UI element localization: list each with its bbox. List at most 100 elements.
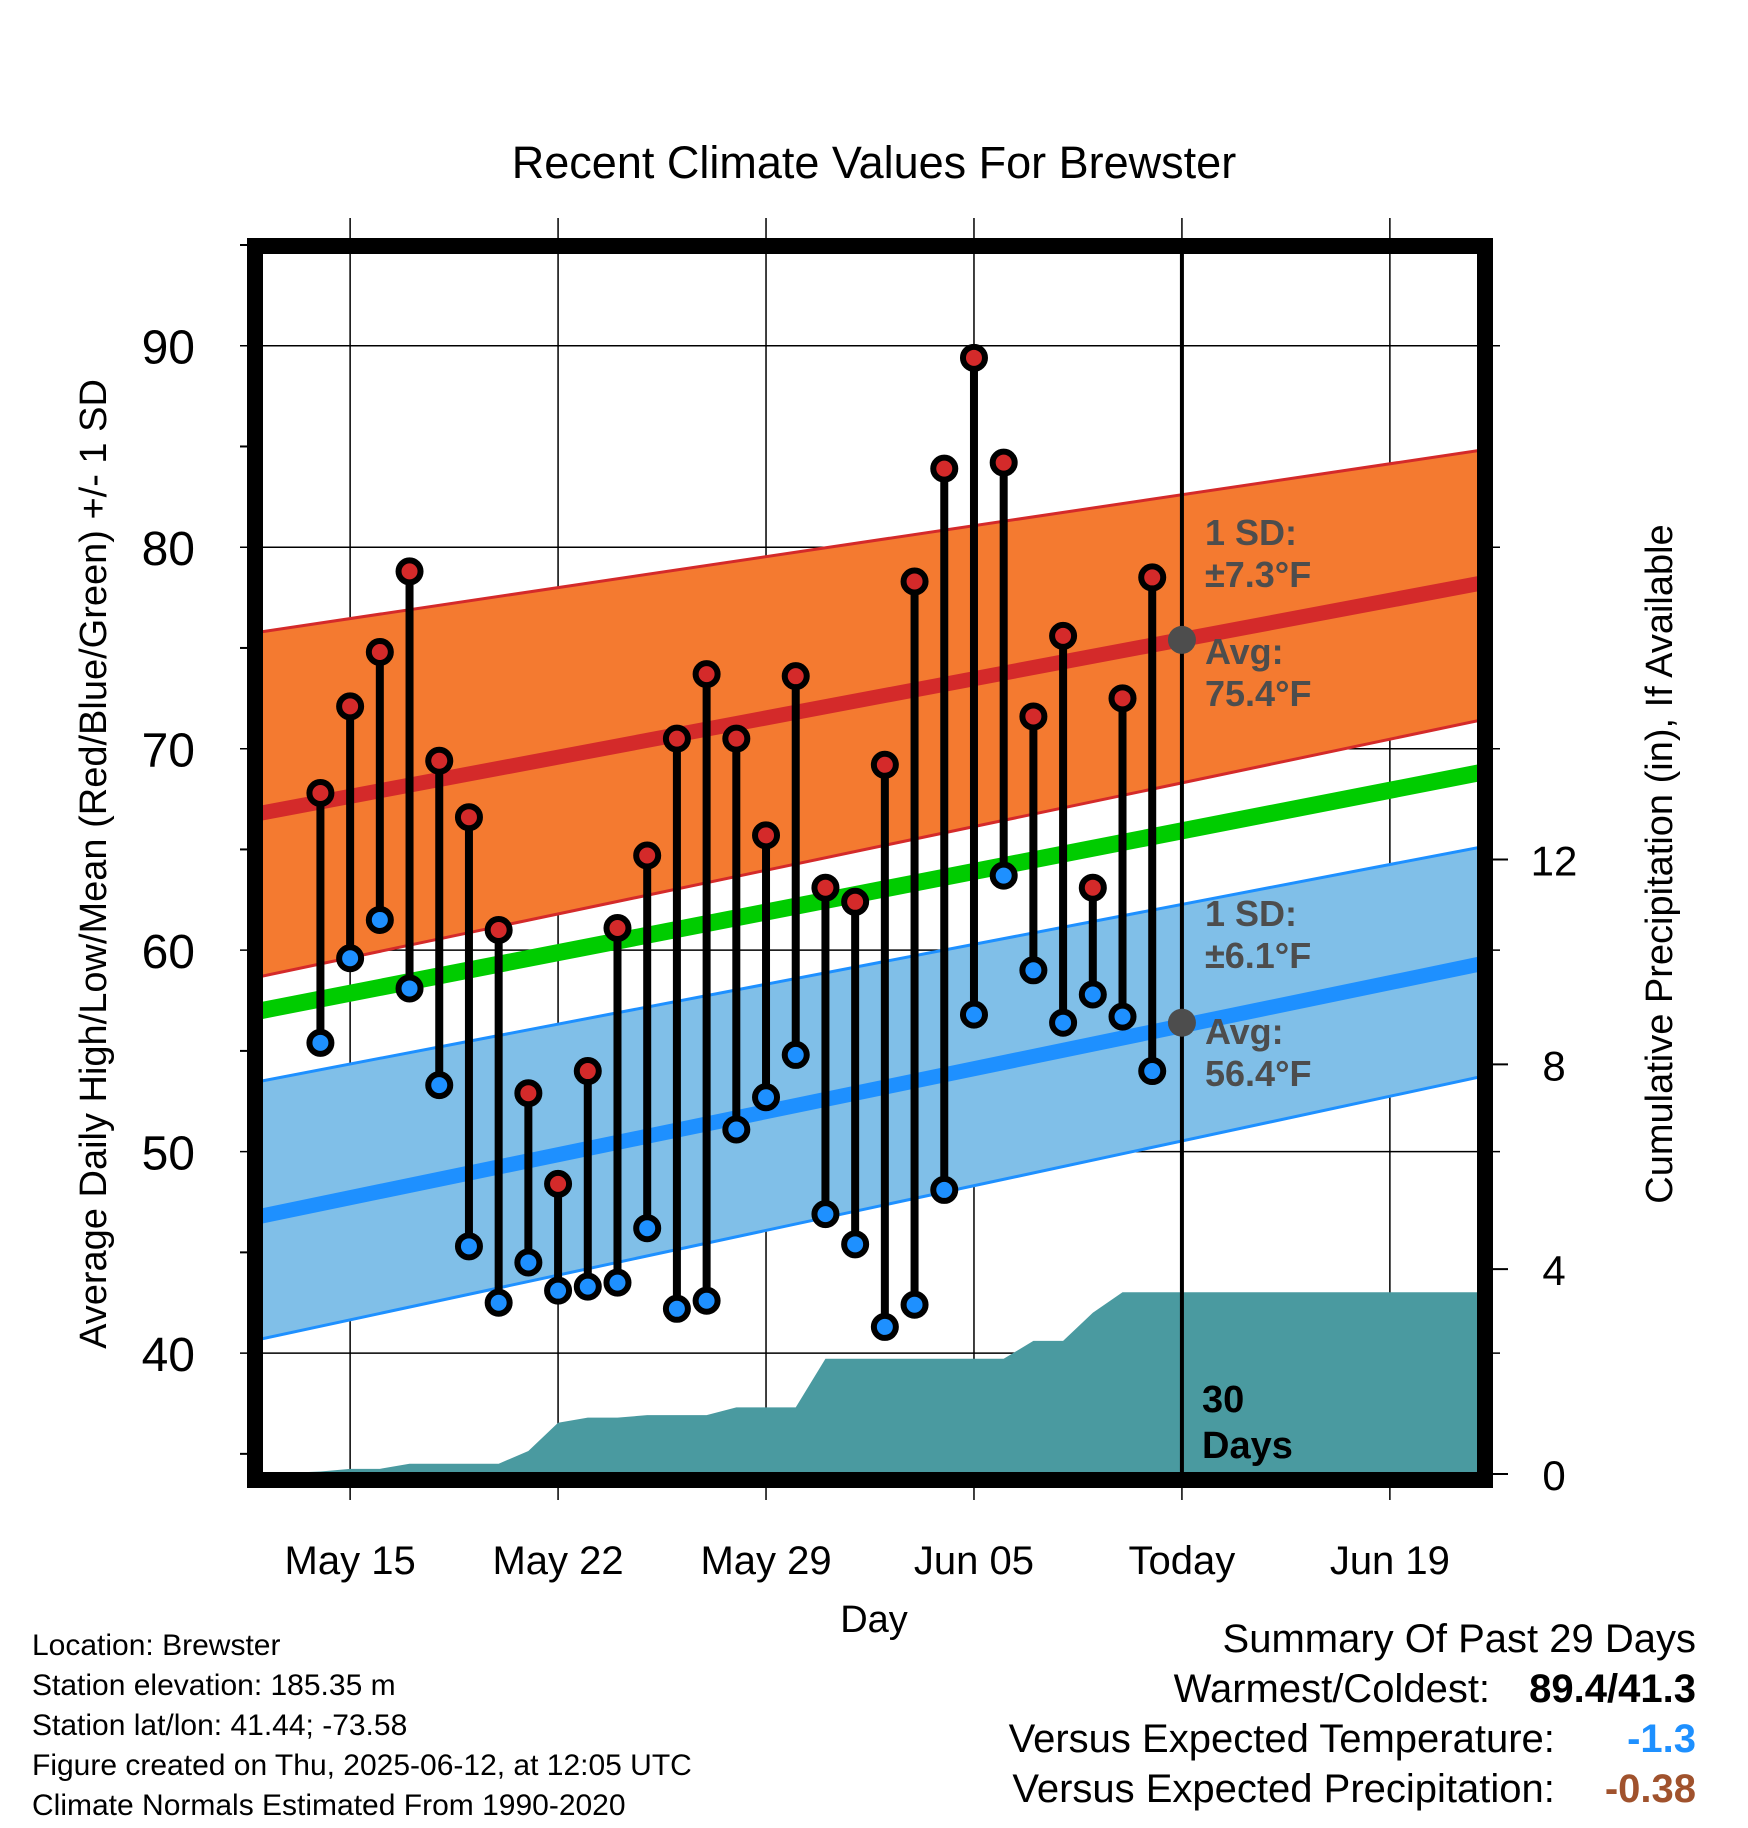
x-axis-label: Day xyxy=(840,1599,908,1641)
window-label: 30 xyxy=(1202,1379,1244,1421)
daily-low-point xyxy=(781,1040,810,1069)
daily-low-point xyxy=(425,1071,454,1100)
daily-low-point xyxy=(454,1232,483,1261)
precip-value: -0.38 xyxy=(1604,1767,1696,1811)
daily-low-point xyxy=(514,1248,543,1277)
daily-high-point xyxy=(752,821,781,850)
daily-low-point xyxy=(336,944,365,973)
daily-high-point xyxy=(811,873,840,902)
daily-high-point xyxy=(989,448,1018,477)
daily-high-point xyxy=(959,343,988,372)
daily-low-point xyxy=(544,1276,573,1305)
info-latlon: Station lat/lon: 41.44; -73.58 xyxy=(32,1709,408,1742)
daily-low-point xyxy=(633,1214,662,1243)
x-tick-label: Jun 19 xyxy=(1330,1539,1450,1583)
daily-high-point xyxy=(306,779,335,808)
info-location: Location: Brewster xyxy=(32,1629,281,1662)
low-sd-annotation: ±6.1°F xyxy=(1205,935,1311,976)
y-tick-label: 90 xyxy=(142,322,195,375)
y2-tick-label: 0 xyxy=(1542,1452,1565,1499)
daily-low-point xyxy=(841,1230,870,1259)
daily-low-point xyxy=(573,1272,602,1301)
daily-high-point xyxy=(484,916,513,945)
daily-high-point xyxy=(781,662,810,691)
daily-low-point xyxy=(930,1175,959,1204)
y-tick-label: 40 xyxy=(142,1329,195,1382)
low-avg-annotation: 56.4°F xyxy=(1205,1053,1311,1094)
mean-avg-line xyxy=(261,764,1479,1019)
summary-panel: Summary Of Past 29 Days Warmest/Coldest:… xyxy=(1009,1614,1696,1814)
daily-low-point xyxy=(900,1290,929,1319)
daily-low-point xyxy=(1078,980,1107,1009)
daily-low-point xyxy=(484,1288,513,1317)
daily-high-point xyxy=(900,567,929,596)
high-sd-upper-line xyxy=(261,449,1479,634)
daily-low-point xyxy=(1138,1057,1167,1086)
y2-axis-label: Cumulative Precipitation (in), If Availa… xyxy=(1639,524,1681,1203)
temp-label: Versus Expected Temperature: xyxy=(1008,1717,1555,1761)
info-normals: Climate Normals Estimated From 1990-2020 xyxy=(32,1789,626,1822)
today-low-avg-marker xyxy=(1167,1008,1196,1037)
summary-precip: Versus Expected Precipitation: -0.38 xyxy=(1009,1764,1696,1814)
low-avg-annotation: Avg: xyxy=(1205,1011,1284,1052)
high-sd-lower-line xyxy=(261,719,1479,978)
daily-high-point xyxy=(870,750,899,779)
high-avg-annotation: 75.4°F xyxy=(1205,673,1311,714)
daily-low-point xyxy=(603,1268,632,1297)
y-axis-label: Average Daily High/Low/Mean (Red/Blue/Gr… xyxy=(73,379,115,1349)
daily-high-point xyxy=(930,454,959,483)
daily-low-point xyxy=(662,1294,691,1323)
daily-high-point xyxy=(573,1057,602,1086)
y2-tick-label: 8 xyxy=(1542,1042,1565,1089)
x-tick-label: Jun 05 xyxy=(914,1539,1034,1583)
daily-high-point xyxy=(722,724,751,753)
daily-low-point xyxy=(722,1115,751,1144)
y2-tick-label: 4 xyxy=(1542,1247,1565,1294)
daily-low-point xyxy=(692,1286,721,1315)
y2-tick-label: 12 xyxy=(1531,838,1578,885)
daily-low-point xyxy=(1019,956,1048,985)
x-tick-label: May 29 xyxy=(700,1539,831,1583)
low-sd-lower-line xyxy=(261,1075,1479,1341)
summary-title: Summary Of Past 29 Days xyxy=(1222,1617,1696,1661)
daily-high-point xyxy=(1078,873,1107,902)
daily-low-point xyxy=(1049,1008,1078,1037)
daily-high-point xyxy=(603,914,632,943)
warm-cold-label: Warmest/Coldest: xyxy=(1173,1667,1491,1711)
daily-low-point xyxy=(395,974,424,1003)
daily-high-point xyxy=(425,746,454,775)
daily-high-point xyxy=(1049,621,1078,650)
plot-frame xyxy=(247,238,1493,1488)
daily-high-point xyxy=(365,637,394,666)
daily-low-point xyxy=(870,1312,899,1341)
info-created: Figure created on Thu, 2025-06-12, at 12… xyxy=(32,1749,692,1782)
daily-high-point xyxy=(395,557,424,586)
x-tick-label: Today xyxy=(1129,1539,1236,1583)
x-tick-label: May 22 xyxy=(492,1539,623,1583)
y-tick-label: 80 xyxy=(142,523,195,576)
daily-high-point xyxy=(633,841,662,870)
precip-label: Versus Expected Precipitation: xyxy=(1012,1767,1555,1811)
daily-high-point xyxy=(1138,563,1167,592)
warm-cold-value: 89.4/41.3 xyxy=(1529,1667,1696,1711)
y-tick-label: 70 xyxy=(142,725,195,778)
daily-high-point xyxy=(692,660,721,689)
high-avg-line xyxy=(261,576,1479,821)
daily-low-point xyxy=(959,1000,988,1029)
precip-area xyxy=(261,1292,1479,1474)
daily-high-point xyxy=(662,724,691,753)
daily-high-point xyxy=(454,803,483,832)
daily-high-point xyxy=(544,1169,573,1198)
low-sd-upper-line xyxy=(261,845,1479,1083)
high-sd-annotation: 1 SD: xyxy=(1205,512,1297,553)
chart-title: Recent Climate Values For Brewster xyxy=(512,137,1236,188)
daily-high-point xyxy=(841,887,870,916)
y-tick-label: 60 xyxy=(142,926,195,979)
daily-low-point xyxy=(306,1028,335,1057)
y-tick-label: 50 xyxy=(142,1128,195,1181)
daily-high-point xyxy=(1019,702,1048,731)
daily-low-point xyxy=(989,861,1018,890)
temp-value: -1.3 xyxy=(1627,1717,1696,1761)
